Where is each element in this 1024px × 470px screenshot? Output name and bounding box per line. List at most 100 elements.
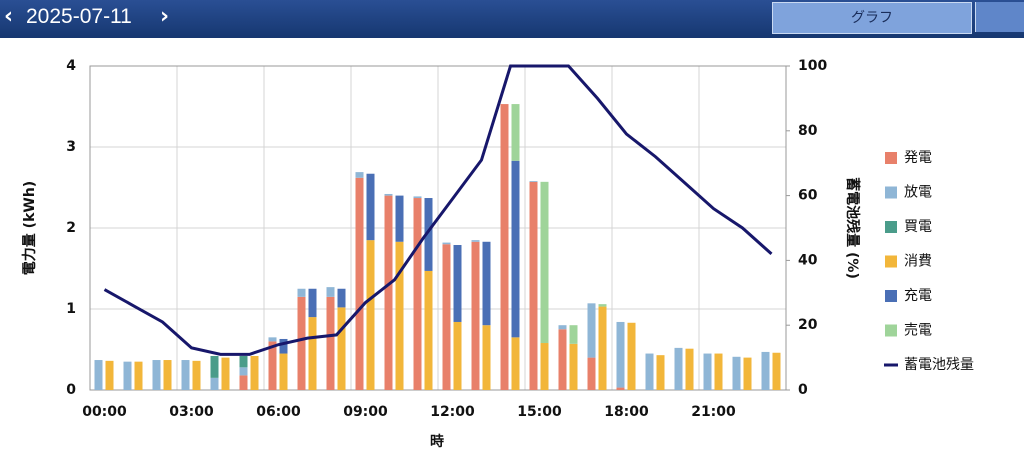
bar: [268, 341, 277, 390]
bar: [413, 196, 422, 199]
x-tick-label: 00:00: [82, 404, 127, 420]
legend-label: 充電: [904, 288, 932, 304]
tab[interactable]: [975, 2, 1024, 32]
bar: [424, 198, 433, 271]
bar: [627, 322, 636, 390]
bar: [221, 357, 230, 390]
x-axis-label: 時: [430, 433, 444, 450]
bar: [482, 325, 491, 390]
bar: [482, 241, 491, 326]
bar: [181, 360, 190, 390]
bar: [471, 241, 480, 390]
bar: [134, 361, 143, 390]
prev-day[interactable]: ‹: [4, 4, 14, 29]
bar: [413, 198, 422, 390]
bar: [511, 337, 520, 390]
graph-tab[interactable]: グラフ: [772, 2, 972, 34]
line: [103, 64, 773, 356]
y-tick-label: 4: [66, 58, 76, 74]
plot-frame: [89, 65, 787, 391]
bar: [250, 355, 259, 390]
x-tick-label: 06:00: [256, 404, 301, 420]
bar: [279, 353, 288, 390]
bar: [529, 181, 538, 182]
y2-tick-label: 100: [798, 58, 827, 74]
bar: [395, 241, 404, 390]
x-tick-label: 21:00: [691, 404, 736, 420]
bar: [152, 360, 161, 390]
bar: [239, 367, 248, 376]
bar: [355, 177, 364, 390]
x-tick-label: 09:00: [343, 404, 388, 420]
bar: [239, 355, 248, 368]
bar: [123, 361, 132, 390]
bar: [326, 296, 335, 390]
bar: [540, 343, 549, 390]
bar: [587, 357, 596, 390]
legend-swatch: [885, 221, 897, 233]
bar: [656, 355, 665, 390]
bar: [210, 355, 219, 378]
bar: [366, 240, 375, 390]
legend-label: 発電: [904, 150, 932, 166]
y-tick-label: 1: [66, 301, 76, 317]
bar: [558, 329, 567, 390]
y2-axis-label: 蓄電池残量 (%): [844, 177, 861, 279]
bar: [308, 288, 317, 318]
legend-swatch: [885, 255, 897, 268]
bar: [511, 104, 520, 161]
bar: [337, 288, 346, 308]
legend-label: 買電: [904, 219, 932, 235]
bar: [105, 360, 114, 390]
bar: [163, 360, 172, 390]
bar: [424, 270, 433, 390]
legend-swatch: [885, 324, 897, 337]
y-tick-label: 2: [66, 220, 76, 236]
bar: [326, 287, 335, 297]
bar: [714, 353, 723, 390]
bar: [500, 104, 509, 390]
bar: [529, 181, 538, 390]
bar: [384, 195, 393, 390]
y2-tick-label: 20: [798, 317, 818, 333]
bar: [616, 387, 625, 390]
bar: [395, 195, 404, 242]
bar: [645, 353, 654, 390]
bar: [569, 343, 578, 390]
bar: [569, 325, 578, 344]
bar: [511, 160, 520, 338]
bar: [558, 325, 567, 330]
next-day[interactable]: ›: [160, 4, 170, 29]
bar: [732, 356, 741, 390]
bar: [772, 352, 781, 390]
bar: [308, 317, 317, 390]
legend-swatch: [885, 290, 897, 302]
bar: [384, 193, 393, 196]
bar: [337, 307, 346, 390]
bar: [616, 321, 625, 388]
legend-label: 放電: [904, 185, 932, 201]
date: 2025-07-11: [26, 5, 132, 28]
chart: 時 電力量 (kWh) 蓄電池残量 (%) 012340204060801000…: [21, 58, 974, 450]
bar: [210, 377, 219, 390]
bar: [598, 306, 607, 390]
x-tick-label: 12:00: [430, 404, 475, 420]
bar: [453, 245, 462, 322]
y2-tick-label: 60: [798, 188, 818, 204]
bar: [674, 347, 683, 390]
y-axis-label: 電力量 (kWh): [21, 181, 38, 275]
bar: [743, 357, 752, 390]
legend-label: 売電: [904, 323, 932, 339]
bar: [761, 351, 770, 390]
bar: [268, 337, 277, 342]
y2-tick-label: 80: [798, 123, 818, 139]
y-tick-label: 0: [66, 382, 76, 398]
bar: [366, 173, 375, 241]
bar: [453, 321, 462, 390]
bar: [442, 242, 451, 245]
bar: [297, 288, 306, 297]
bar: [703, 353, 712, 390]
bar: [598, 304, 607, 307]
y2-tick-label: 40: [798, 252, 818, 268]
